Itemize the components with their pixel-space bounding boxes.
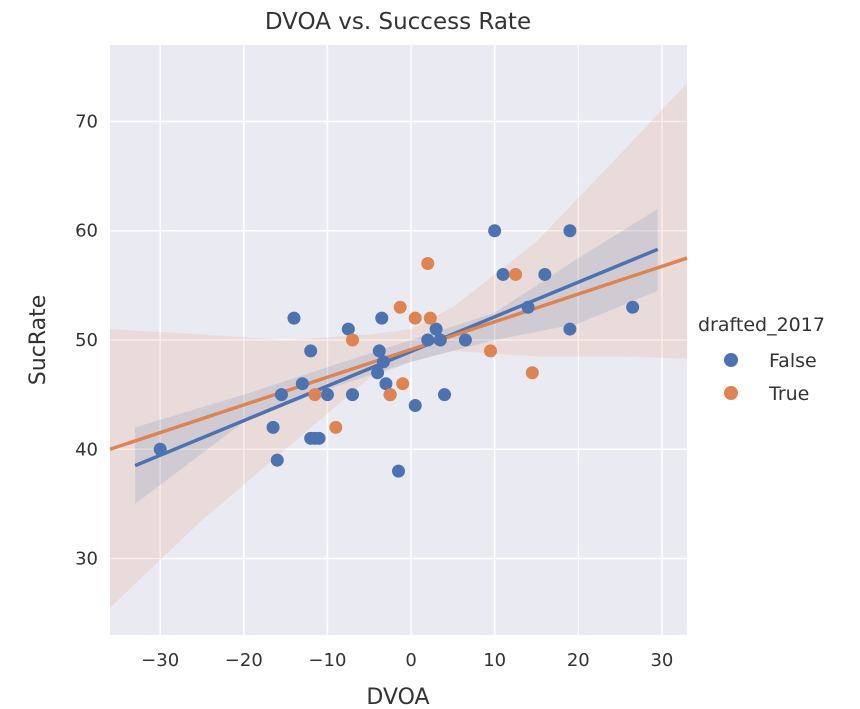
data-point-false [341, 322, 355, 336]
x-tick-label: −20 [225, 650, 263, 671]
data-point-true [393, 300, 407, 314]
data-point-true [421, 257, 435, 271]
data-point-false [496, 267, 510, 281]
data-point-false [372, 344, 386, 358]
y-tick-label: 60 [75, 221, 98, 242]
data-point-true [308, 388, 322, 402]
y-tick-labels: 30 40 50 60 70 [75, 111, 98, 569]
data-point-false [274, 388, 288, 402]
ci-band-true [110, 83, 687, 608]
data-point-false [371, 366, 385, 380]
data-point-false [266, 420, 280, 434]
data-point-true [509, 267, 523, 281]
legend: drafted_2017 False True [698, 314, 825, 405]
data-point-false [488, 224, 502, 238]
legend-label-true: True [768, 383, 809, 405]
data-point-true [408, 311, 422, 325]
data-points [153, 224, 640, 478]
legend-marker-true [724, 386, 738, 400]
data-point-false [421, 333, 435, 347]
data-point-false [375, 311, 389, 325]
data-point-false [433, 333, 447, 347]
regression-lines [109, 247, 688, 468]
chart-title: DVOA vs. Success Rate [265, 9, 531, 35]
legend-label-false: False [769, 350, 817, 372]
data-point-false [295, 377, 309, 391]
legend-marker-false [724, 353, 738, 367]
data-point-true [329, 420, 343, 434]
data-point-false [346, 388, 360, 402]
data-point-false [408, 399, 422, 413]
x-tick-label: 10 [483, 650, 506, 671]
y-axis-label: SucRate [26, 295, 51, 385]
y-tick-label: 50 [75, 330, 98, 351]
regression-line-true [109, 256, 688, 451]
x-tick-label: 30 [650, 650, 673, 671]
grid-lines [110, 45, 687, 635]
legend-title: drafted_2017 [698, 314, 825, 336]
data-point-false [153, 442, 167, 456]
data-point-false [320, 388, 334, 402]
x-tick-labels: −30 −20 −10 0 10 20 30 [141, 650, 673, 671]
data-point-false [437, 388, 451, 402]
data-point-false [521, 300, 535, 314]
x-axis-label: DVOA [366, 685, 429, 709]
x-tick-label: 0 [405, 650, 416, 671]
data-point-false [379, 377, 393, 391]
data-point-true [423, 311, 437, 325]
data-point-true [346, 333, 360, 347]
data-point-false [626, 300, 640, 314]
data-point-false [287, 311, 301, 325]
data-point-true [525, 366, 539, 380]
data-point-true [383, 388, 397, 402]
data-point-false [376, 355, 390, 369]
y-tick-label: 30 [75, 549, 98, 570]
x-tick-label: −10 [308, 650, 346, 671]
data-point-true [483, 344, 497, 358]
y-tick-label: 40 [75, 439, 98, 460]
regression-line-false [134, 247, 659, 468]
data-point-false [563, 322, 577, 336]
data-point-true [396, 377, 410, 391]
data-point-false [458, 333, 472, 347]
data-point-false [538, 267, 552, 281]
data-point-false [429, 322, 443, 336]
data-point-false [392, 464, 405, 478]
data-point-false [304, 344, 318, 358]
x-tick-label: 20 [567, 650, 590, 671]
data-point-false [312, 431, 326, 445]
data-point-false [563, 224, 577, 238]
y-tick-label: 70 [75, 111, 98, 132]
data-point-false [270, 453, 284, 467]
x-tick-label: −30 [141, 650, 179, 671]
